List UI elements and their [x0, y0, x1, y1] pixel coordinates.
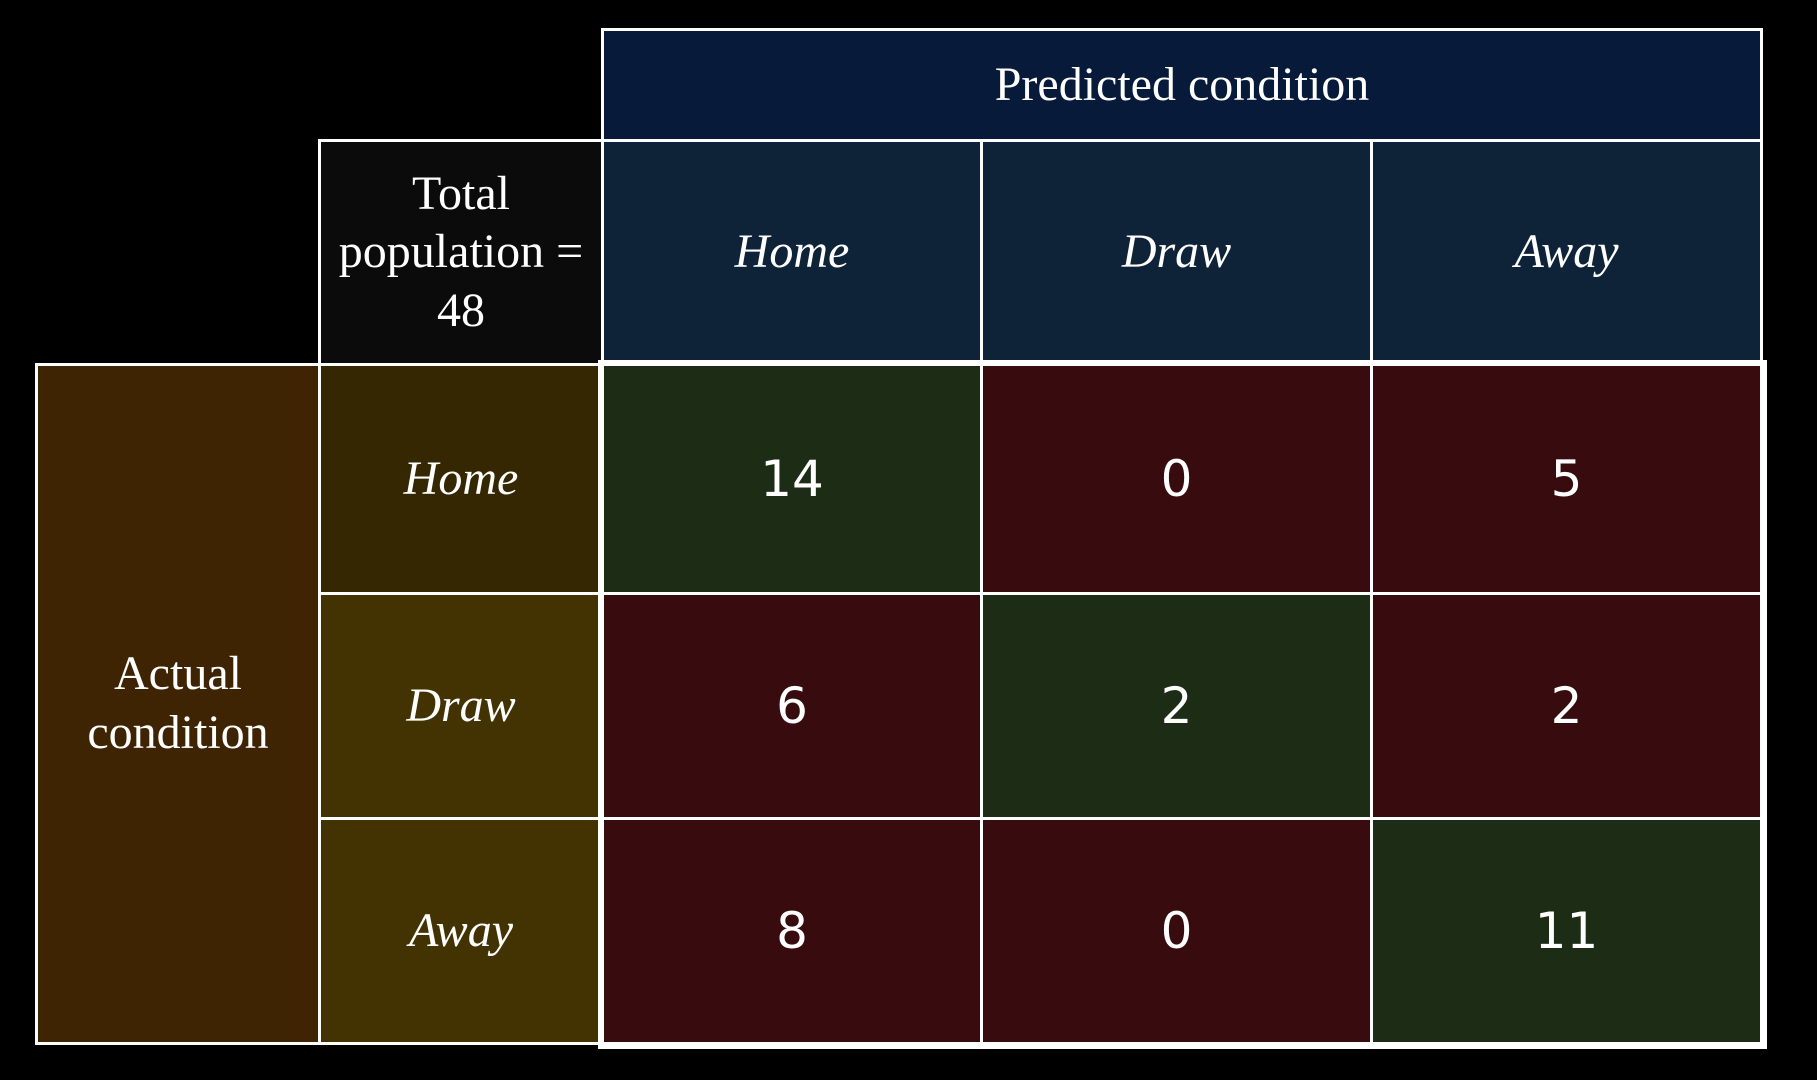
matrix-cell-value: 0 — [1160, 449, 1193, 508]
matrix-cell-value: 6 — [776, 676, 808, 735]
matrix-cell: 5 — [1370, 363, 1763, 595]
matrix-cell: 11 — [1370, 817, 1763, 1045]
predicted-category-label: Draw — [1121, 225, 1232, 279]
actual-category-label: Away — [409, 903, 513, 957]
matrix-cell-value: 2 — [1550, 676, 1583, 735]
predicted-category-label: Away — [1514, 225, 1619, 279]
predicted-category-draw: Draw — [980, 139, 1373, 366]
matrix-cell-value: 8 — [776, 901, 808, 960]
predicted-condition-label: Predicted condition — [994, 57, 1370, 111]
matrix-cell: 0 — [980, 817, 1373, 1045]
matrix-cell: 14 — [601, 363, 983, 595]
matrix-cell-value: 0 — [1160, 901, 1193, 960]
matrix-cell-value: 5 — [1550, 449, 1583, 508]
actual-category-label: Draw — [406, 678, 516, 732]
predicted-category-home: Home — [601, 139, 983, 366]
actual-category-label: Home — [403, 451, 519, 505]
total-population-label: Total population = 48 — [338, 166, 584, 337]
actual-condition-label: Actual condition — [87, 647, 269, 759]
actual-category-home: Home — [318, 363, 604, 595]
actual-condition-header: Actual condition — [35, 363, 321, 1045]
matrix-cell: 2 — [1370, 592, 1763, 820]
matrix-cell: 6 — [601, 592, 983, 820]
total-population-cell: Total population = 48 — [318, 139, 604, 366]
predicted-category-label: Home — [734, 225, 850, 279]
actual-category-away: Away — [318, 817, 604, 1045]
matrix-cell-value: 11 — [1534, 901, 1599, 960]
actual-category-draw: Draw — [318, 592, 604, 820]
matrix-cell: 2 — [980, 592, 1373, 820]
predicted-condition-header: Predicted condition — [601, 28, 1763, 142]
matrix-cell-value: 2 — [1160, 676, 1193, 735]
matrix-cell: 0 — [980, 363, 1373, 595]
predicted-category-away: Away — [1370, 139, 1763, 366]
matrix-cell: 8 — [601, 817, 983, 1045]
matrix-cell-value: 14 — [760, 449, 824, 508]
